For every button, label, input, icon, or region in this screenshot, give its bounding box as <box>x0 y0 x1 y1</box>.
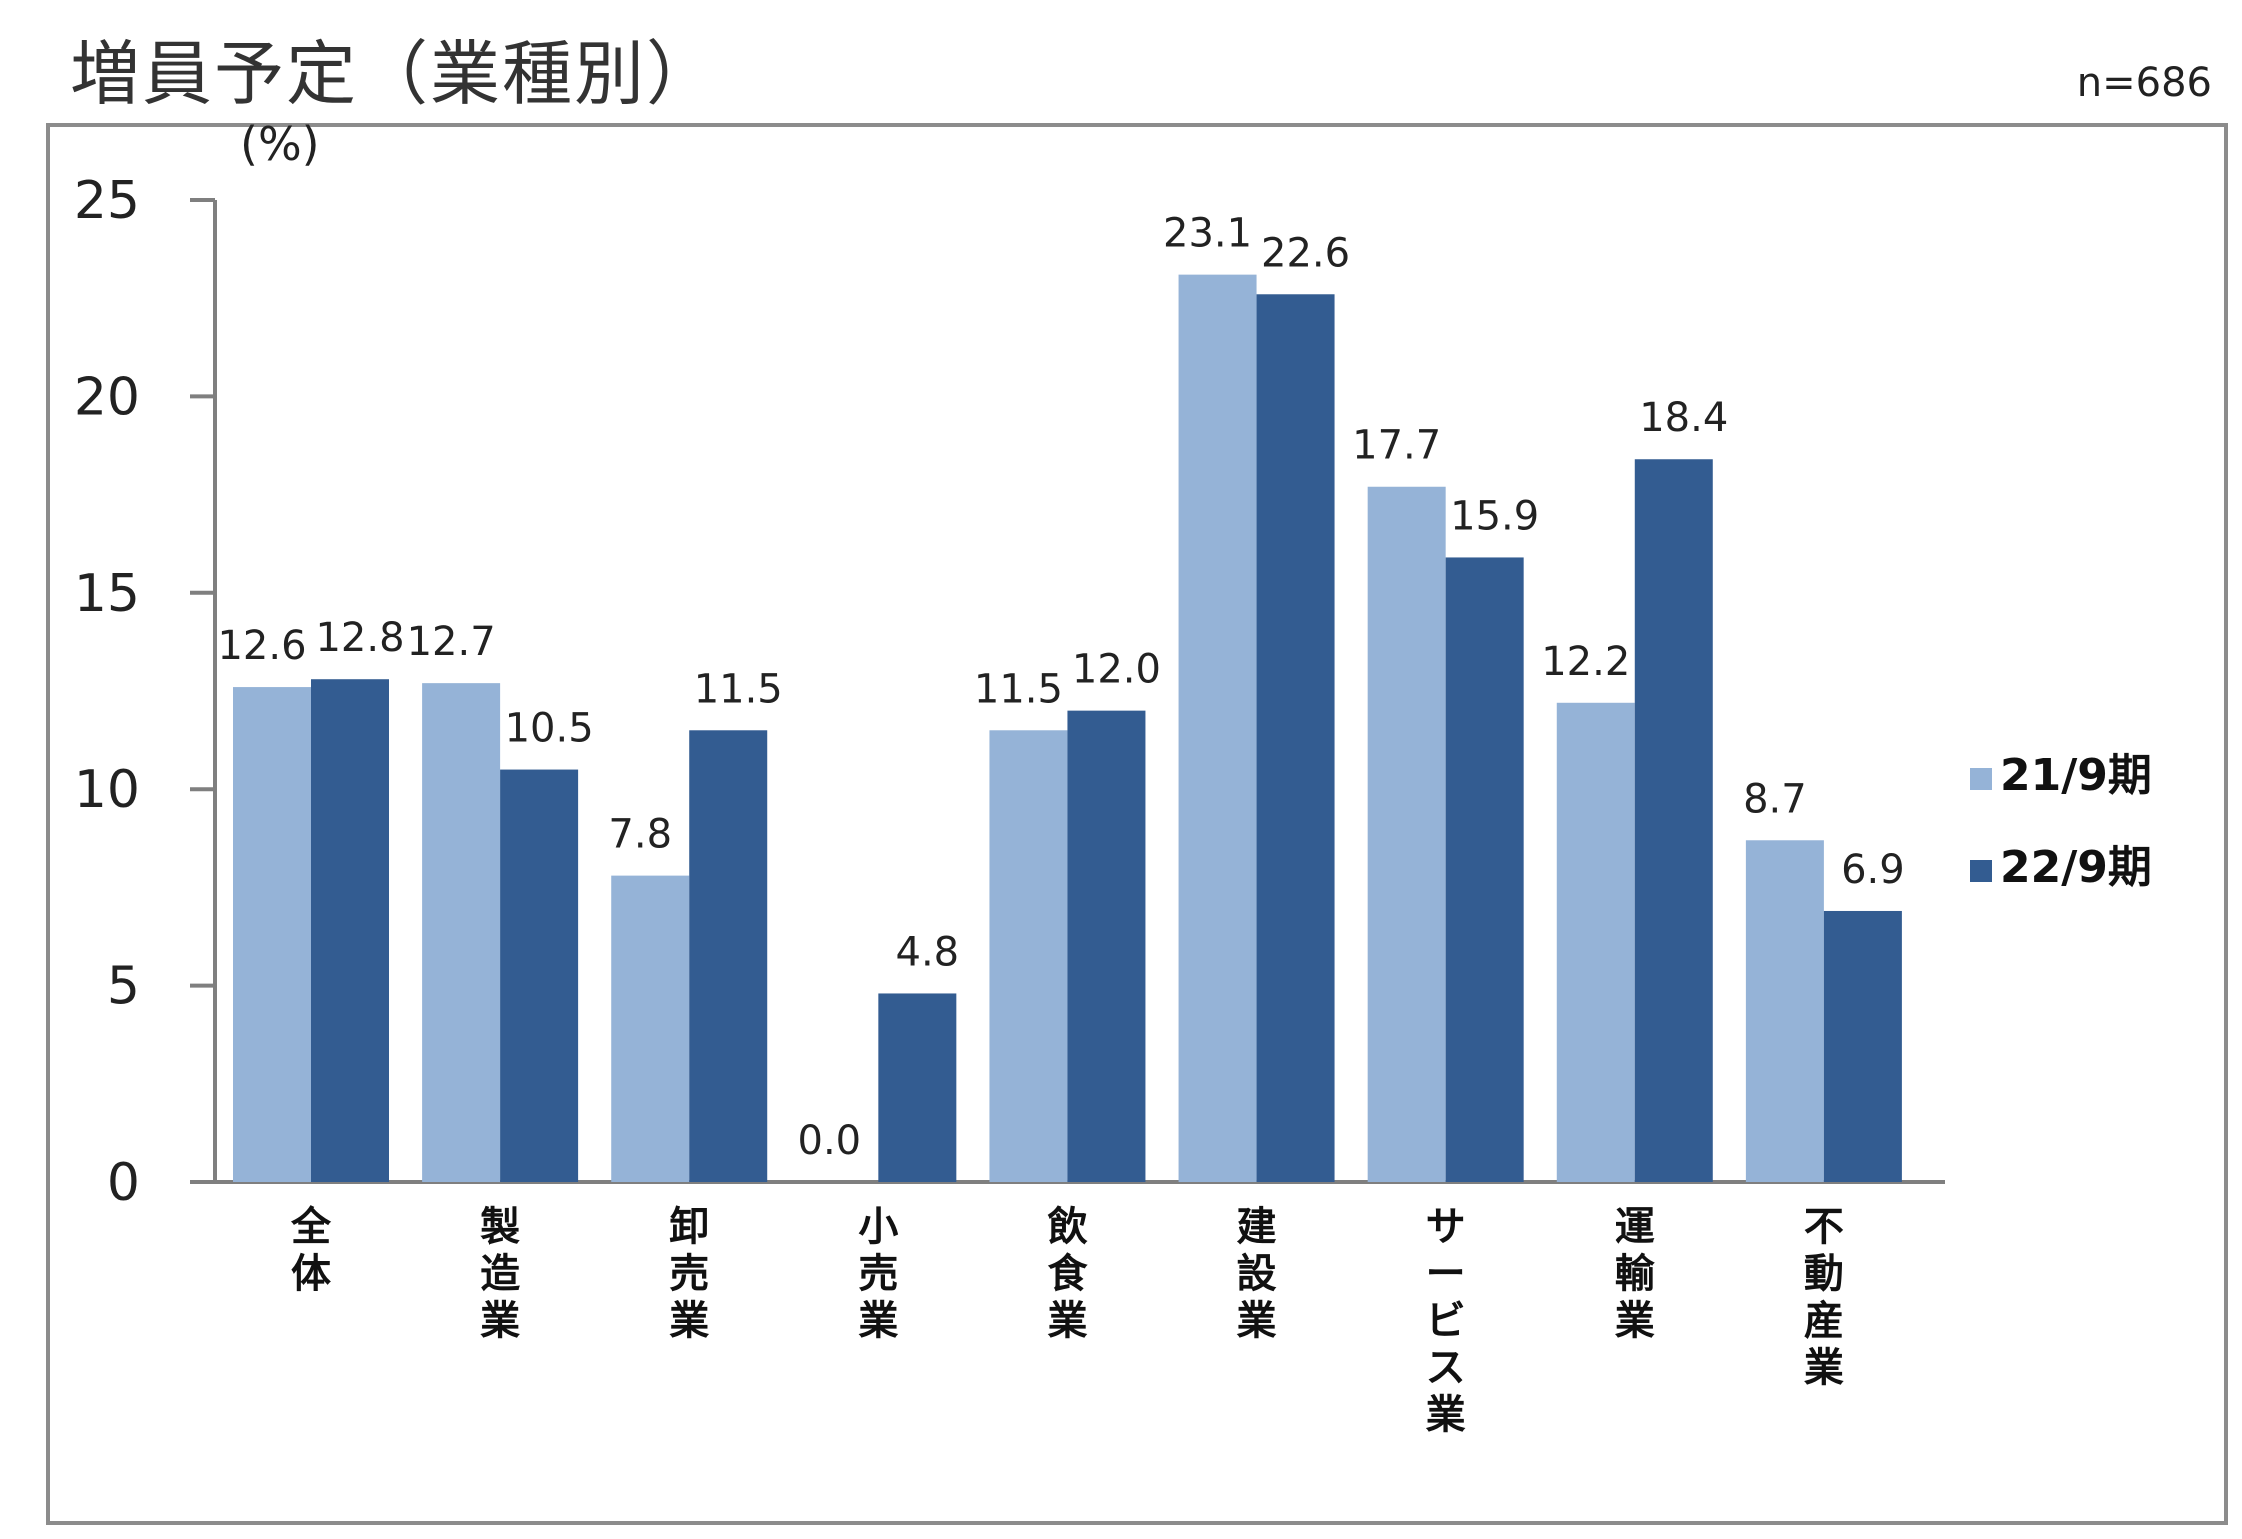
category-label: 卸売業 <box>669 1204 709 1344</box>
bar-1 <box>1367 486 1446 1182</box>
bar-2 <box>878 993 957 1182</box>
legend-swatch <box>1970 860 1992 882</box>
category-label: 建設業 <box>1237 1204 1277 1344</box>
category-label: 製造業 <box>480 1204 520 1344</box>
data-label: 6.9 <box>1841 847 1905 893</box>
chart-title: 増員予定（業種別） <box>70 33 718 115</box>
bar-2 <box>689 730 768 1182</box>
bar-1 <box>1556 702 1635 1182</box>
y-tick-label: 5 <box>107 957 140 1017</box>
bars <box>233 274 1902 1183</box>
y-tick-label: 25 <box>74 171 140 231</box>
data-label: 15.9 <box>1450 493 1539 539</box>
data-label: 22.6 <box>1261 230 1350 276</box>
data-label: 4.8 <box>896 929 960 975</box>
category-label: サービス業 <box>1426 1204 1466 1438</box>
data-label: 8.7 <box>1743 776 1807 822</box>
sample-size: n=686 <box>2076 60 2212 106</box>
category-label: 小売業 <box>858 1204 898 1344</box>
bar-2 <box>500 769 579 1182</box>
legend-swatch <box>1970 768 1992 790</box>
data-label: 17.7 <box>1352 423 1441 469</box>
data-label: 7.8 <box>608 812 672 858</box>
bar-1 <box>233 687 311 1182</box>
category-label: 飲食業 <box>1047 1204 1088 1344</box>
data-label: 23.1 <box>1163 211 1252 257</box>
bar-2 <box>1067 710 1146 1182</box>
bar-1 <box>611 875 690 1182</box>
bar-1 <box>1745 840 1824 1182</box>
category-labels: 全体 製造業 卸売業 小売業 飲食業 建設業 サービス業 運輸業 不動産業 <box>290 1204 1844 1438</box>
bar-2 <box>311 679 389 1182</box>
category-label: 運輸業 <box>1615 1204 1656 1344</box>
data-label: 0.0 <box>798 1118 862 1164</box>
bar-1 <box>1178 274 1257 1183</box>
data-label: 11.5 <box>694 666 783 712</box>
data-label: 12.2 <box>1541 639 1630 685</box>
legend-label: 22/9期 <box>2000 842 2152 893</box>
data-label: 12.6 <box>217 623 306 669</box>
data-label: 10.5 <box>505 706 594 752</box>
y-tick-label: 20 <box>74 367 140 427</box>
bar-2 <box>1256 294 1335 1183</box>
legend: 21/9期 22/9期 <box>1970 750 2152 893</box>
bar-2 <box>1634 459 1713 1182</box>
bar-2 <box>1445 557 1524 1182</box>
data-labels: 12.6 12.8 12.710.57.811.50.04.811.5 12.023.… <box>217 211 1904 1164</box>
y-axis-unit: (%) <box>240 117 320 171</box>
data-label: 18.4 <box>1639 395 1728 441</box>
y-tick-label: 10 <box>74 760 140 820</box>
y-tick-label: 15 <box>74 564 140 624</box>
data-label: 12.7 <box>407 619 496 665</box>
category-label: 不動産業 <box>1804 1204 1844 1391</box>
category-label: 全体 <box>290 1204 332 1297</box>
bar-1 <box>989 730 1068 1182</box>
data-label: 12.0 <box>1072 647 1161 693</box>
data-label: 11.5 <box>974 666 1063 712</box>
y-tick-label: 0 <box>107 1153 140 1213</box>
bar-1 <box>422 683 501 1182</box>
data-label: 12.8 <box>315 615 404 661</box>
chart-frame <box>46 123 2228 1525</box>
legend-label: 21/9期 <box>2000 750 2152 801</box>
bar-2 <box>1823 910 1902 1182</box>
